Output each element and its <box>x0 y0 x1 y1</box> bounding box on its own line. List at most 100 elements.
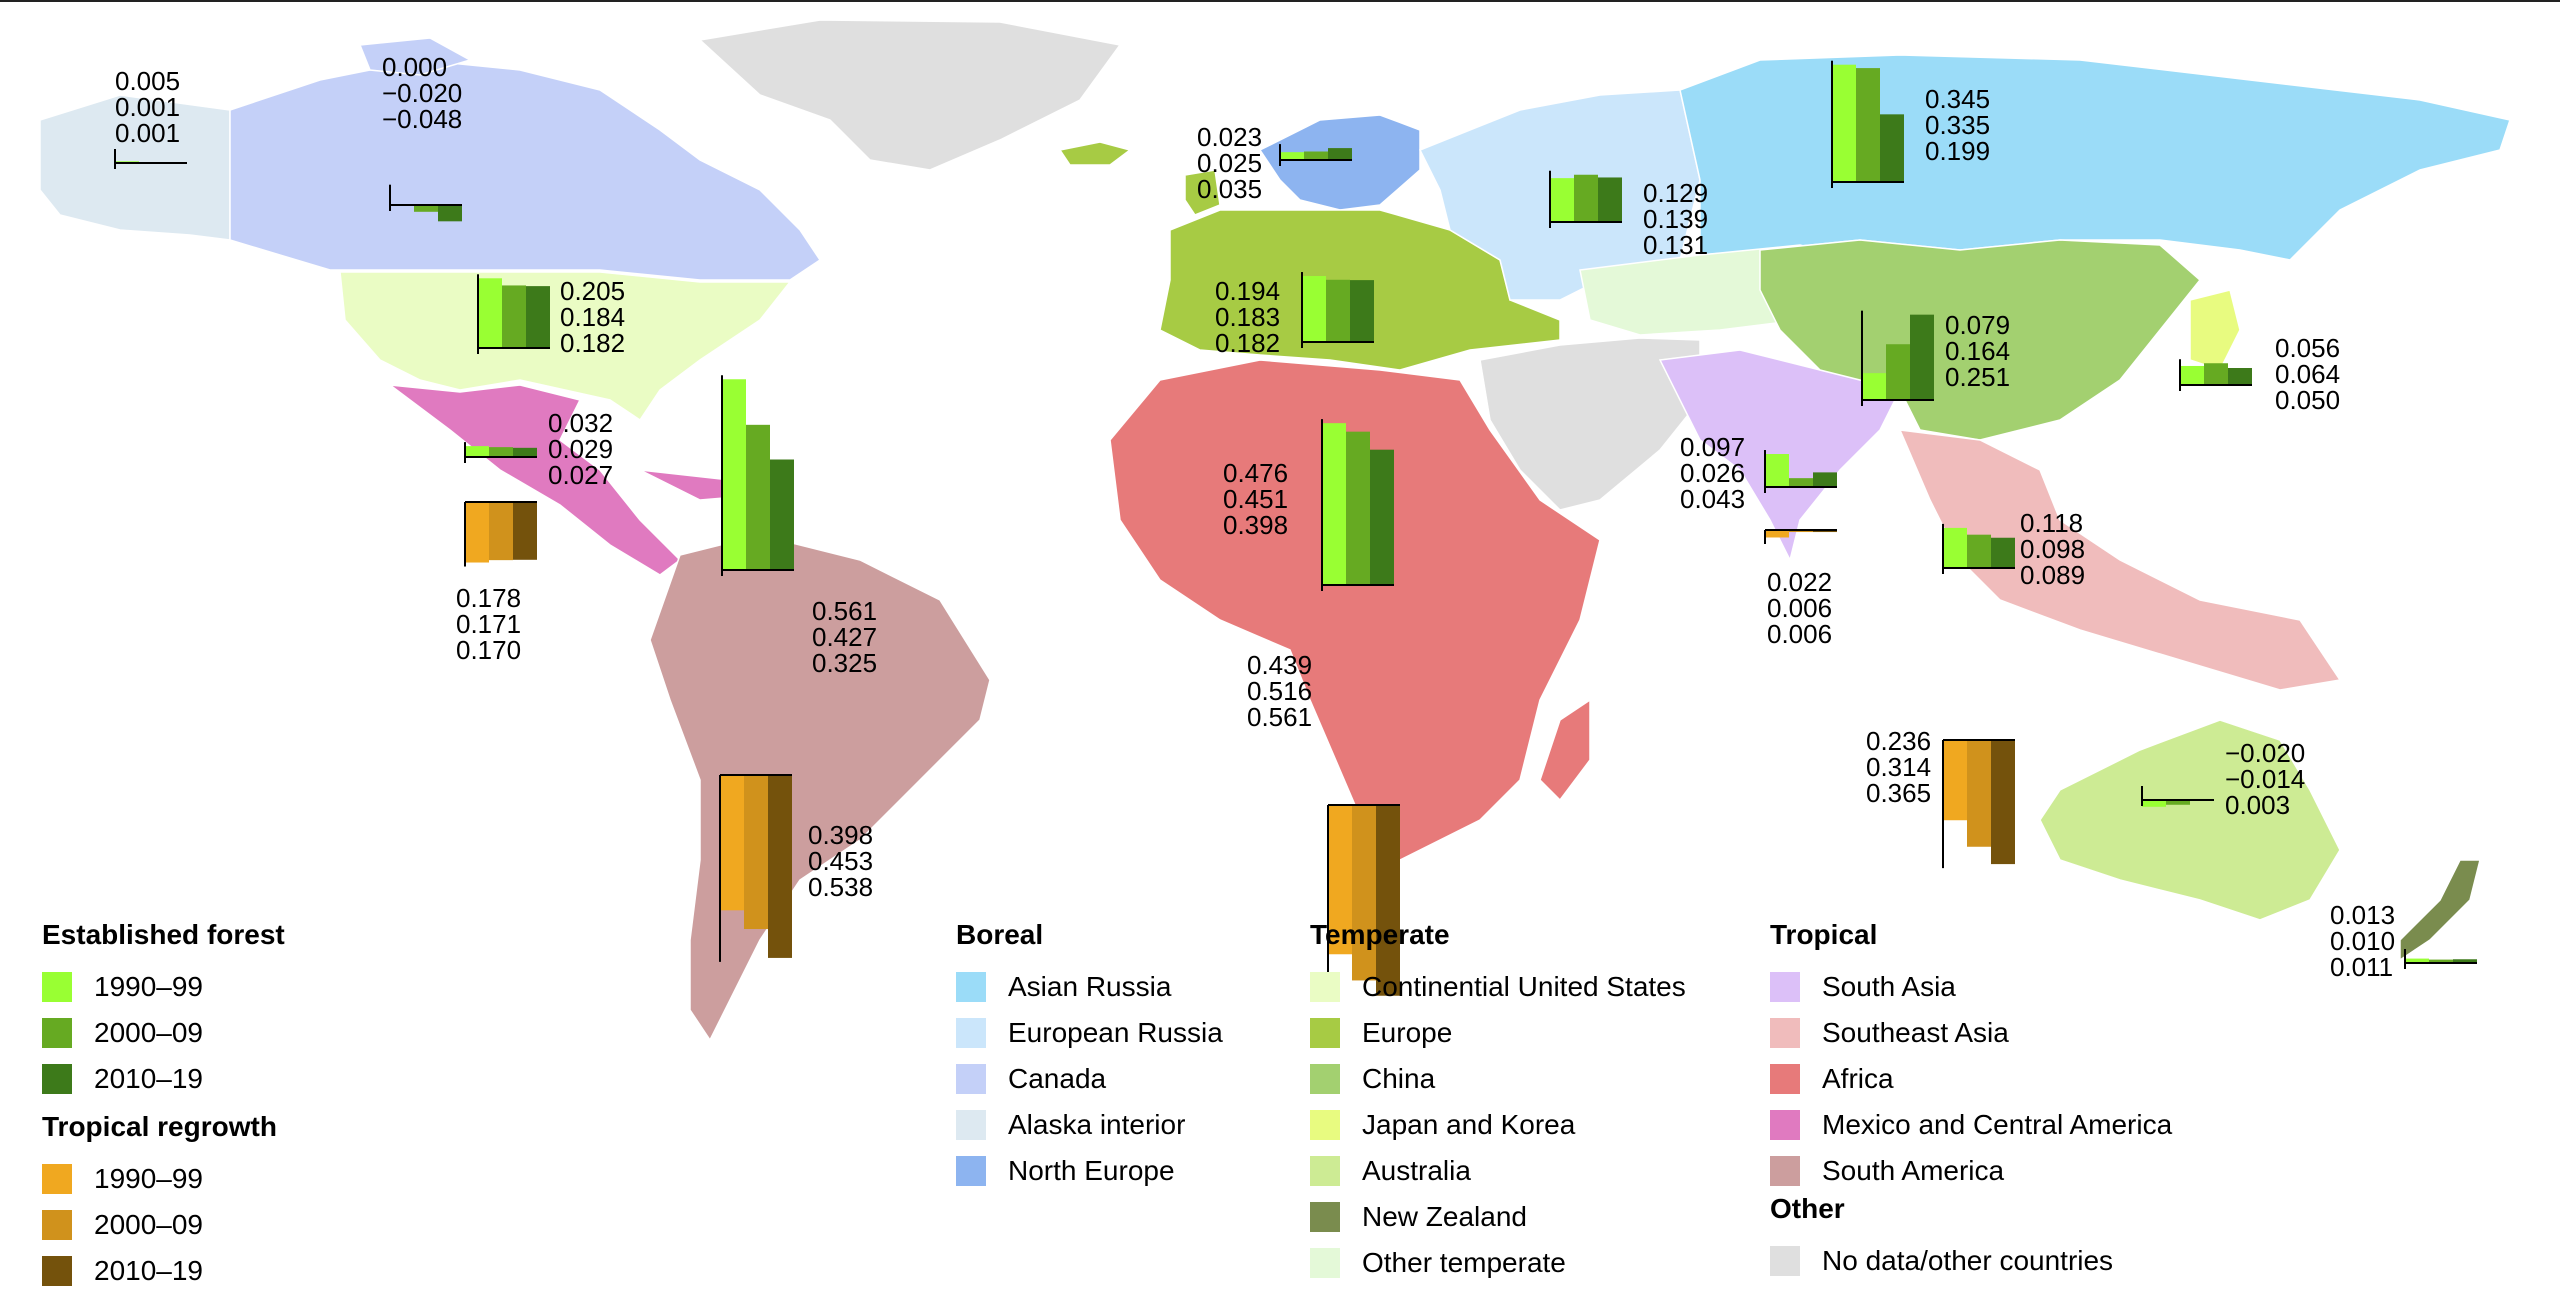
legend-label: 2000–09 <box>94 1209 204 1240</box>
bar-established-1990–99 <box>2180 365 2204 385</box>
bar-established-2010–19 <box>2453 959 2477 963</box>
value-label: 0.345 <box>1925 84 1991 114</box>
value-label: 0.561 <box>812 596 878 626</box>
legend-boreal: Boreal Asian Russia European Russia Canada… <box>956 918 1223 1194</box>
value-label: 0.001 <box>115 118 181 148</box>
bar-regrowth-2010–19 <box>1991 740 2015 865</box>
bar-group-canada-established <box>389 184 462 222</box>
bar-established-1990–99 <box>1943 527 1967 568</box>
bar-established-2000–09 <box>1967 534 1991 568</box>
bar-established-1990–99 <box>2405 958 2429 963</box>
value-label: 0.325 <box>812 648 878 678</box>
legend-item: South Asia <box>1770 964 2172 1010</box>
bar-established-1990–99 <box>1302 276 1326 342</box>
bar-established-2000–09 <box>414 205 438 212</box>
bar-established-2010–19 <box>1328 148 1352 160</box>
value-labels: 0.022 0.006 0.006 <box>1767 569 1832 647</box>
legend-swatch <box>1310 1064 1340 1094</box>
bar-regrowth-2000–09 <box>489 502 513 561</box>
value-labels: 0.097 0.026 0.043 <box>1680 434 1745 512</box>
value-label: 0.205 <box>560 276 626 306</box>
value-label: 0.439 <box>1247 650 1313 680</box>
legend-item: Mexico and Central America <box>1770 1102 2172 1148</box>
legend-swatch <box>956 1156 986 1186</box>
legend-label: 2010–19 <box>94 1063 204 1094</box>
legend-item: European Russia <box>956 1010 1223 1056</box>
bar-established-2010–19 <box>1370 449 1394 585</box>
bar-established-2000–09 <box>2166 800 2190 805</box>
bar-established-1990–99 <box>1550 178 1574 222</box>
legend-swatch <box>1310 1110 1340 1140</box>
value-labels: 0.398 0.453 0.538 <box>808 822 873 900</box>
legend-swatch <box>1770 972 1800 1002</box>
legend-label: South Asia <box>1822 971 1956 1002</box>
region-uk <box>1184 169 1221 216</box>
region-southeast-asia <box>1898 429 2342 691</box>
legend-label: North Europe <box>1008 1155 1175 1186</box>
value-label: 0.516 <box>1247 676 1313 706</box>
bar-established-2000–09 <box>1856 68 1880 182</box>
legend-item: South America <box>1770 1148 2172 1194</box>
legend-item: Europe <box>1310 1010 1686 1056</box>
bar-established-2010–19 <box>526 286 550 348</box>
value-label: 0.013 <box>2330 900 2396 930</box>
value-label: 0.023 <box>1197 122 1263 152</box>
legend-swatch <box>956 1018 986 1048</box>
value-labels: 0.476 0.451 0.398 <box>1223 460 1288 538</box>
value-label: 0.129 <box>1643 178 1709 208</box>
value-label: 0.011 <box>2330 952 2394 982</box>
bar-group-north-europe-established <box>1279 144 1352 166</box>
value-label: 0.000 <box>382 52 448 82</box>
value-label: 0.043 <box>1680 484 1746 514</box>
bar-group-south-america-established <box>721 375 794 576</box>
value-label: 0.171 <box>456 609 522 639</box>
legend-swatch <box>42 1256 72 1286</box>
bar-established-2000–09 <box>2204 363 2228 385</box>
legend-temperate: Temperate Continential United States Euro… <box>1310 918 1686 1286</box>
bar-established-2000–09 <box>1346 431 1370 585</box>
bar-group-africa-established <box>1321 419 1394 591</box>
region-continental-us <box>339 271 792 422</box>
legend-label: Continential United States <box>1362 971 1686 1002</box>
value-label: 0.453 <box>808 846 874 876</box>
value-label: 0.194 <box>1215 276 1281 306</box>
bar-group-alaska-interior-established <box>114 149 187 169</box>
bar-established-2000–09 <box>1789 478 1813 487</box>
value-label: 0.182 <box>560 328 626 358</box>
bar-group-mexico-and-central-america-regrowth <box>464 501 537 567</box>
legend-item: Continential United States <box>1310 964 1686 1010</box>
value-labels: 0.000 −0.020 −0.048 <box>382 54 462 132</box>
legend-established-forest: Established forest 1990–99 2000–09 2010–19 <box>42 918 285 1102</box>
legend-swatch <box>42 1064 72 1094</box>
legend-swatch <box>42 1164 72 1194</box>
legend-swatch <box>42 1210 72 1240</box>
bar-regrowth-2000–09 <box>744 775 768 930</box>
value-labels: 0.194 0.183 0.182 <box>1215 278 1280 356</box>
value-label: 0.476 <box>1223 458 1289 488</box>
bar-regrowth-1990–99 <box>720 775 744 911</box>
legend-item: New Zealand <box>1310 1194 1686 1240</box>
bar-group-china-established <box>1861 310 1934 406</box>
legend-swatch <box>1310 1248 1340 1278</box>
value-labels: 0.236 0.314 0.365 <box>1866 728 1931 806</box>
bar-group-southeast-asia-regrowth <box>1942 739 2015 869</box>
legend-swatch <box>1310 1156 1340 1186</box>
value-label: 0.251 <box>1945 362 2011 392</box>
bar-established-2010–19 <box>1813 472 1837 487</box>
value-label: 0.561 <box>1247 702 1313 732</box>
bar-established-1990–99 <box>2142 800 2166 807</box>
legend-swatch <box>1310 1018 1340 1048</box>
bar-established-2010–19 <box>770 459 794 570</box>
legend-label: Southeast Asia <box>1822 1017 2009 1048</box>
value-label: 0.451 <box>1223 484 1289 514</box>
value-label: 0.098 <box>2020 534 2086 564</box>
legend-label: European Russia <box>1008 1017 1223 1048</box>
region-south-america <box>649 534 991 1042</box>
legend-item: 1990–99 <box>42 1156 277 1202</box>
legend-swatch <box>1770 1246 1800 1276</box>
legend-swatch <box>42 1018 72 1048</box>
bar-regrowth-1990–99 <box>1765 530 1789 538</box>
legend-item: Australia <box>1310 1148 1686 1194</box>
bar-established-1990–99 <box>478 278 502 348</box>
value-labels: 0.345 0.335 0.199 <box>1925 86 1990 164</box>
